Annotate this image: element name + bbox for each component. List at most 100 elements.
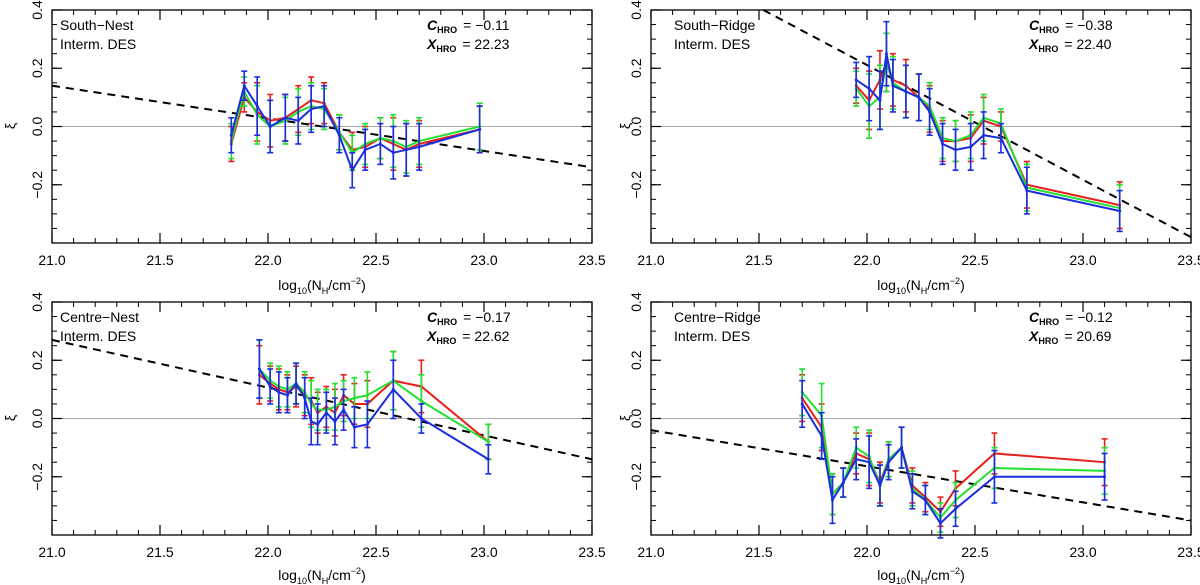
- data-point: [800, 402, 804, 406]
- data-point: [900, 446, 904, 450]
- error-bar: [403, 122, 410, 177]
- xlabel-log: log: [877, 277, 896, 293]
- hro-fit-line: [650, 429, 1192, 522]
- error-bar: [991, 449, 998, 504]
- data-point: [486, 440, 490, 444]
- x-tick-label: 23.5: [578, 544, 605, 560]
- x-hro-value: = 22.62: [462, 328, 509, 344]
- error-bar: [980, 111, 987, 160]
- error-bar: [1116, 189, 1123, 233]
- xlabel-exponent: −2: [351, 566, 361, 576]
- xlabel-n: (N: [307, 567, 322, 583]
- x-hro-annotation: XHRO = 22.62: [426, 328, 510, 346]
- data-point: [391, 151, 395, 155]
- x-hro-annotation: XHRO = 22.23: [426, 36, 510, 54]
- data-point: [378, 142, 382, 146]
- data-point: [982, 133, 986, 137]
- data-point: [486, 457, 490, 461]
- x-tick-label: 22.0: [853, 252, 880, 268]
- error-bar: [898, 426, 905, 469]
- xlabel-n-subscript: H: [921, 286, 928, 296]
- error-bar: [853, 61, 860, 99]
- error-bar: [799, 379, 806, 429]
- series-line-green: [258, 368, 489, 443]
- series-red: [256, 344, 492, 461]
- series-line-blue: [230, 83, 480, 173]
- panel-centre-ridge: Centre−Ridge Interm. DES CHRO = −0.12 XHR…: [617, 292, 1200, 585]
- xlabel-n-subscript: H: [921, 576, 928, 585]
- data-point: [878, 483, 882, 487]
- error-bar: [1101, 452, 1108, 501]
- error-bar: [362, 128, 369, 171]
- data-point: [904, 90, 908, 94]
- error-bar: [390, 359, 397, 420]
- data-point: [854, 457, 858, 461]
- panel-title: South−Nest: [60, 17, 134, 33]
- data-point: [417, 145, 421, 149]
- xlabel-log-subscript: 10: [297, 576, 307, 585]
- y-axis-label: ξ: [2, 123, 18, 129]
- x-hro-symbol: X: [426, 36, 438, 52]
- c-hro-subscript: HRO: [437, 25, 457, 35]
- x-tick-label: 22.5: [362, 544, 389, 560]
- panel-subtitle: Interm. DES: [674, 36, 750, 52]
- data-point: [303, 396, 307, 400]
- data-point: [324, 411, 328, 415]
- c-hro-subscript: HRO: [437, 317, 457, 327]
- c-hro-symbol: C: [427, 309, 438, 325]
- error-bar: [349, 151, 356, 189]
- data-point: [352, 425, 356, 429]
- x-tick-label: 21.0: [38, 544, 65, 560]
- c-hro-symbol: C: [1029, 309, 1040, 325]
- error-bar: [997, 122, 1004, 154]
- error-bar: [1023, 166, 1030, 215]
- error-bar: [915, 73, 922, 122]
- error-bar: [275, 371, 282, 414]
- panel-subtitle: Interm. DES: [60, 328, 136, 344]
- error-bar: [926, 87, 933, 137]
- data-point: [350, 168, 354, 172]
- xlabel-log-subscript: 10: [896, 576, 906, 585]
- series-green: [256, 339, 492, 461]
- error-bar: [314, 403, 321, 446]
- data-point: [277, 390, 281, 394]
- xlabel-exponent: −2: [950, 566, 960, 576]
- error-bar: [952, 128, 959, 171]
- y-tick-label: 0.4: [628, 0, 644, 20]
- xlabel-n: (N: [307, 277, 322, 293]
- error-bar: [876, 464, 883, 507]
- x-axis-label: log10(NH/cm−2): [877, 276, 964, 296]
- data-point: [854, 78, 858, 82]
- y-axis-label: ξ: [617, 123, 633, 129]
- error-bar: [301, 376, 308, 420]
- xlabel-log: log: [877, 567, 896, 583]
- series-blue: [228, 70, 483, 189]
- xlabel-close: ): [960, 277, 965, 293]
- data-point: [333, 419, 337, 423]
- data-point: [242, 84, 246, 88]
- x-tick-label: 21.5: [146, 544, 173, 560]
- x-tick-label: 23.5: [1177, 544, 1200, 560]
- y-tick-label: 0.2: [29, 58, 45, 78]
- data-point: [887, 460, 891, 464]
- c-hro-value: = −0.17: [463, 309, 511, 325]
- error-bar: [883, 20, 890, 87]
- data-point: [917, 95, 921, 99]
- error-bar: [293, 362, 300, 405]
- xlabel-unit: /cm: [328, 277, 351, 293]
- c-hro-subscript: HRO: [1039, 317, 1059, 327]
- x-hro-subscript: HRO: [1038, 44, 1058, 54]
- data-point: [285, 393, 289, 397]
- data-point: [309, 419, 313, 423]
- xlabel-n: (N: [906, 567, 921, 583]
- panel-centre-nest: Centre−Nest Interm. DES CHRO = −0.17 XHRO…: [2, 292, 606, 585]
- xlabel-n-subscript: H: [322, 286, 329, 296]
- error-bar: [476, 105, 483, 154]
- error-bar: [254, 76, 261, 137]
- x-hro-value: = 20.69: [1064, 328, 1111, 344]
- error-bar: [866, 435, 873, 490]
- x-tick-label: 21.5: [745, 544, 772, 560]
- c-hro-subscript: HRO: [1039, 25, 1059, 35]
- series-green: [228, 76, 483, 174]
- data-point: [363, 148, 367, 152]
